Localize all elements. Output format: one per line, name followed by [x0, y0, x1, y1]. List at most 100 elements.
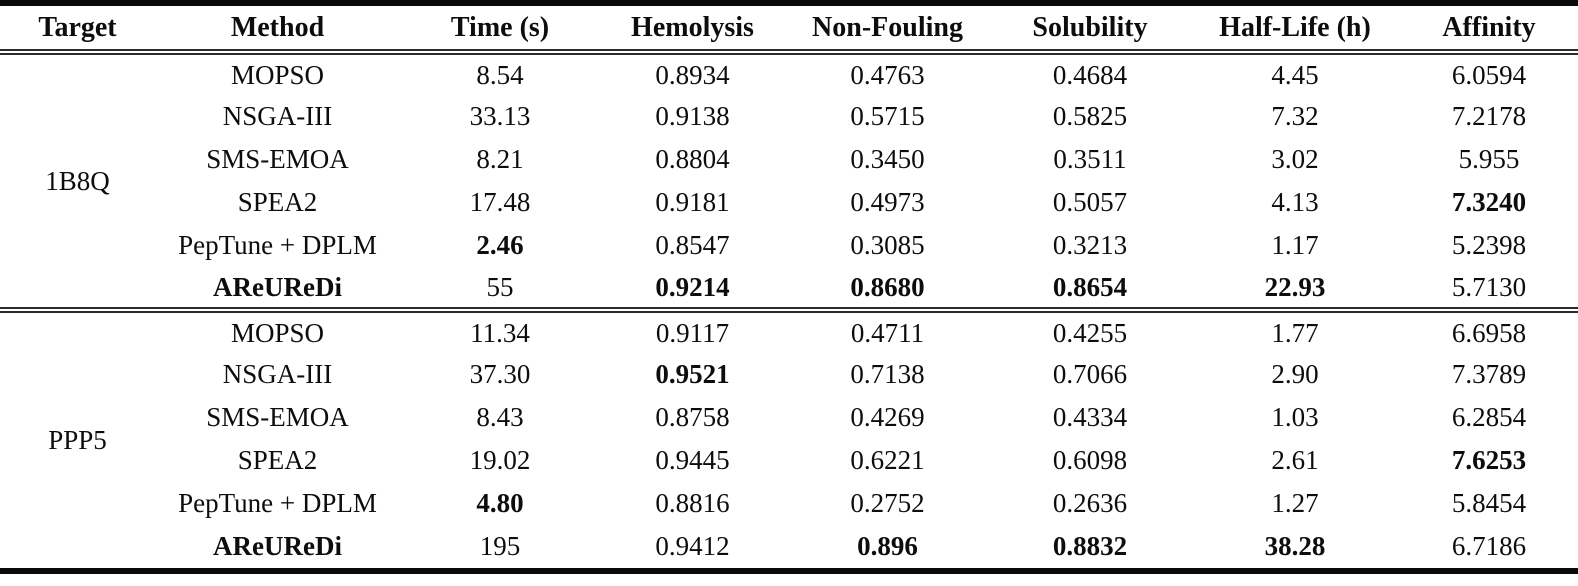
method-cell: AReUReDi: [213, 531, 342, 561]
solubility-cell: 0.3511: [1053, 144, 1127, 174]
column-header-hemolysis: Hemolysis: [631, 11, 754, 43]
half-life-cell: 4.45: [1271, 59, 1319, 90]
half-life-cell: 1.77: [1271, 317, 1319, 348]
method-cell: MOPSO: [230, 59, 325, 90]
table-header-row: Target Method Time (s) Hemolysis Non-Fou…: [0, 6, 1578, 52]
half-life-cell: 2.90: [1271, 359, 1319, 389]
table-row: PepTune + DPLM 4.80 0.8816 0.2752 0.2636…: [0, 482, 1578, 525]
target-block-ppp5: PPP5 MOPSO 11.34 0.9117 0.4711 0.4255 1.…: [0, 310, 1578, 568]
hemolysis-cell: 0.8934: [655, 59, 730, 90]
non-fouling-cell: 0.8680: [850, 271, 925, 302]
results-table-frame: Target Method Time (s) Hemolysis Non-Fou…: [0, 0, 1578, 574]
hemolysis-cell: 0.8816: [655, 488, 730, 518]
time-cell: 17.48: [469, 187, 531, 217]
table-row: SMS-EMOA 8.21 0.8804 0.3450 0.3511 3.02 …: [0, 138, 1578, 181]
hemolysis-cell: 0.9445: [655, 445, 730, 475]
non-fouling-cell: 0.3450: [850, 144, 925, 174]
solubility-cell: 0.8832: [1052, 531, 1128, 561]
method-cell: MOPSO: [230, 317, 325, 348]
non-fouling-cell: 0.2752: [850, 488, 925, 518]
affinity-cell: 5.2398: [1451, 230, 1527, 260]
solubility-cell: 0.4684: [1052, 59, 1128, 90]
affinity-cell: 5.8454: [1451, 488, 1527, 518]
table-row: SMS-EMOA 8.43 0.8758 0.4269 0.4334 1.03 …: [0, 396, 1578, 439]
time-cell: 33.13: [469, 101, 531, 131]
affinity-cell: 5.955: [1458, 144, 1520, 174]
solubility-cell: 0.5825: [1052, 101, 1128, 131]
target-block-1b8q: 1B8Q MOPSO 8.54 0.8934 0.4763 0.4684 4.4…: [0, 52, 1578, 310]
time-cell: 55: [486, 271, 514, 302]
affinity-cell: 6.6958: [1451, 317, 1527, 348]
method-cell: SPEA2: [237, 445, 318, 475]
table-row: AReUReDi 195 0.9412 0.896 0.8832 38.28 6…: [0, 525, 1578, 568]
half-life-cell: 1.27: [1271, 488, 1319, 518]
table-row: NSGA-III 33.13 0.9138 0.5715 0.5825 7.32…: [0, 95, 1578, 138]
method-cell: AReUReDi: [213, 271, 342, 302]
table-row: NSGA-III 37.30 0.9521 0.7138 0.7066 2.90…: [0, 353, 1578, 396]
hemolysis-cell: 0.9521: [655, 359, 730, 389]
hemolysis-cell: 0.9117: [655, 317, 730, 348]
time-cell: 8.21: [476, 144, 524, 174]
half-life-cell: 2.61: [1271, 445, 1319, 475]
solubility-cell: 0.2636: [1052, 488, 1128, 518]
results-table: Target Method Time (s) Hemolysis Non-Fou…: [0, 6, 1578, 568]
solubility-cell: 0.3213: [1052, 230, 1128, 260]
affinity-cell: 7.2178: [1451, 101, 1527, 131]
half-life-cell: 38.28: [1264, 531, 1326, 561]
affinity-cell: 7.3240: [1451, 187, 1527, 217]
column-header-method: Method: [230, 11, 325, 43]
affinity-cell: 6.2854: [1451, 402, 1527, 432]
non-fouling-cell: 0.896: [857, 531, 918, 561]
hemolysis-cell: 0.9181: [655, 187, 730, 217]
column-header-non-fouling: Non-Fouling: [812, 11, 963, 43]
hemolysis-cell: 0.9214: [655, 271, 730, 302]
time-cell: 11.34: [470, 317, 530, 348]
column-header-solubility: Solubility: [1032, 11, 1148, 43]
affinity-cell: 6.7186: [1451, 531, 1527, 561]
non-fouling-cell: 0.4763: [850, 59, 925, 90]
time-cell: 2.46: [476, 230, 524, 260]
half-life-cell: 4.13: [1271, 187, 1319, 217]
time-cell: 4.80: [476, 488, 524, 518]
affinity-cell: 7.6253: [1451, 445, 1527, 475]
target-label: PPP5: [48, 425, 107, 455]
method-cell: SMS-EMOA: [206, 402, 349, 432]
solubility-cell: 0.4334: [1052, 402, 1128, 432]
method-cell: SMS-EMOA: [206, 144, 349, 174]
target-label: 1B8Q: [45, 165, 110, 196]
affinity-cell: 5.7130: [1451, 271, 1527, 302]
method-cell: PepTune + DPLM: [178, 488, 377, 518]
solubility-cell: 0.5057: [1052, 187, 1128, 217]
half-life-cell: 7.32: [1271, 101, 1319, 131]
non-fouling-cell: 0.3085: [850, 230, 925, 260]
solubility-cell: 0.6098: [1052, 445, 1128, 475]
hemolysis-cell: 0.8804: [655, 144, 730, 174]
hemolysis-cell: 0.9412: [655, 531, 730, 561]
half-life-cell: 22.93: [1264, 271, 1326, 302]
non-fouling-cell: 0.4269: [850, 402, 925, 432]
half-life-cell: 1.17: [1271, 230, 1319, 260]
half-life-cell: 3.02: [1271, 144, 1319, 174]
hemolysis-cell: 0.8758: [655, 402, 730, 432]
table-row: 1B8Q MOPSO 8.54 0.8934 0.4763 0.4684 4.4…: [0, 52, 1578, 196]
hemolysis-cell: 0.8547: [655, 230, 730, 260]
time-cell: 8.54: [476, 59, 524, 90]
solubility-cell: 0.8654: [1052, 271, 1128, 302]
non-fouling-cell: 0.4973: [850, 187, 925, 217]
column-header-time: Time (s): [450, 11, 550, 43]
method-cell: NSGA-III: [222, 101, 333, 131]
half-life-cell: 1.03: [1271, 402, 1319, 432]
hemolysis-cell: 0.9138: [655, 101, 730, 131]
time-cell: 37.30: [469, 359, 531, 389]
column-header-half-life: Half-Life (h): [1219, 11, 1371, 43]
time-cell: 19.02: [469, 445, 531, 475]
table-row: SPEA2 19.02 0.9445 0.6221 0.6098 2.61 7.…: [0, 439, 1578, 482]
method-cell: NSGA-III: [222, 359, 333, 389]
solubility-cell: 0.7066: [1052, 359, 1128, 389]
time-cell: 8.43: [476, 402, 524, 432]
affinity-cell: 6.0594: [1451, 59, 1527, 90]
non-fouling-cell: 0.4711: [850, 317, 925, 348]
column-header-target: Target: [38, 11, 117, 43]
non-fouling-cell: 0.6221: [850, 445, 925, 475]
method-cell: SPEA2: [237, 187, 318, 217]
